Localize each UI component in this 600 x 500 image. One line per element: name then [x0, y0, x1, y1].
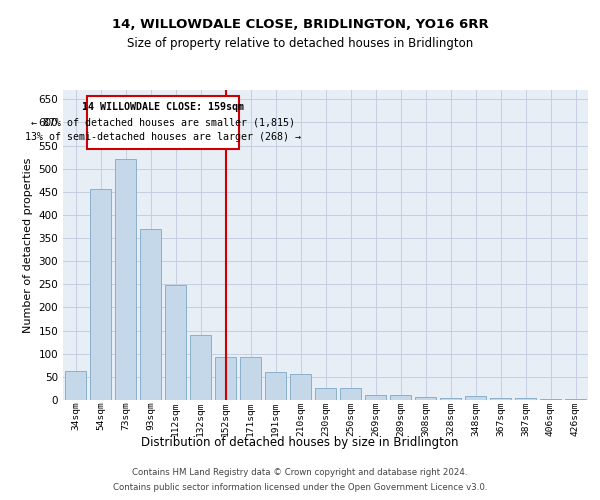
Bar — [490, 398, 511, 400]
Y-axis label: Number of detached properties: Number of detached properties — [23, 158, 33, 332]
Bar — [390, 395, 411, 400]
Bar — [340, 388, 361, 400]
Bar — [440, 398, 461, 400]
Text: Size of property relative to detached houses in Bridlington: Size of property relative to detached ho… — [127, 38, 473, 51]
Text: 14 WILLOWDALE CLOSE: 159sqm: 14 WILLOWDALE CLOSE: 159sqm — [82, 102, 244, 113]
Text: Distribution of detached houses by size in Bridlington: Distribution of detached houses by size … — [141, 436, 459, 449]
Bar — [115, 160, 136, 400]
Bar — [215, 357, 236, 400]
Bar — [240, 358, 261, 400]
Bar — [290, 374, 311, 400]
Text: 13% of semi-detached houses are larger (268) →: 13% of semi-detached houses are larger (… — [25, 132, 301, 142]
Bar — [140, 229, 161, 400]
Bar — [265, 372, 286, 400]
Text: Contains public sector information licensed under the Open Government Licence v3: Contains public sector information licen… — [113, 483, 487, 492]
Bar — [365, 395, 386, 400]
Bar — [415, 397, 436, 400]
Bar — [190, 335, 211, 400]
Bar — [90, 188, 111, 400]
Text: 14, WILLOWDALE CLOSE, BRIDLINGTON, YO16 6RR: 14, WILLOWDALE CLOSE, BRIDLINGTON, YO16 … — [112, 18, 488, 30]
Text: ← 87% of detached houses are smaller (1,815): ← 87% of detached houses are smaller (1,… — [31, 118, 295, 128]
Bar — [87, 96, 239, 149]
Bar — [65, 372, 86, 400]
Bar — [465, 396, 486, 400]
Text: Contains HM Land Registry data © Crown copyright and database right 2024.: Contains HM Land Registry data © Crown c… — [132, 468, 468, 477]
Bar — [515, 398, 536, 400]
Bar — [565, 399, 586, 400]
Bar — [315, 388, 336, 400]
Bar — [540, 399, 561, 400]
Bar — [165, 286, 186, 400]
